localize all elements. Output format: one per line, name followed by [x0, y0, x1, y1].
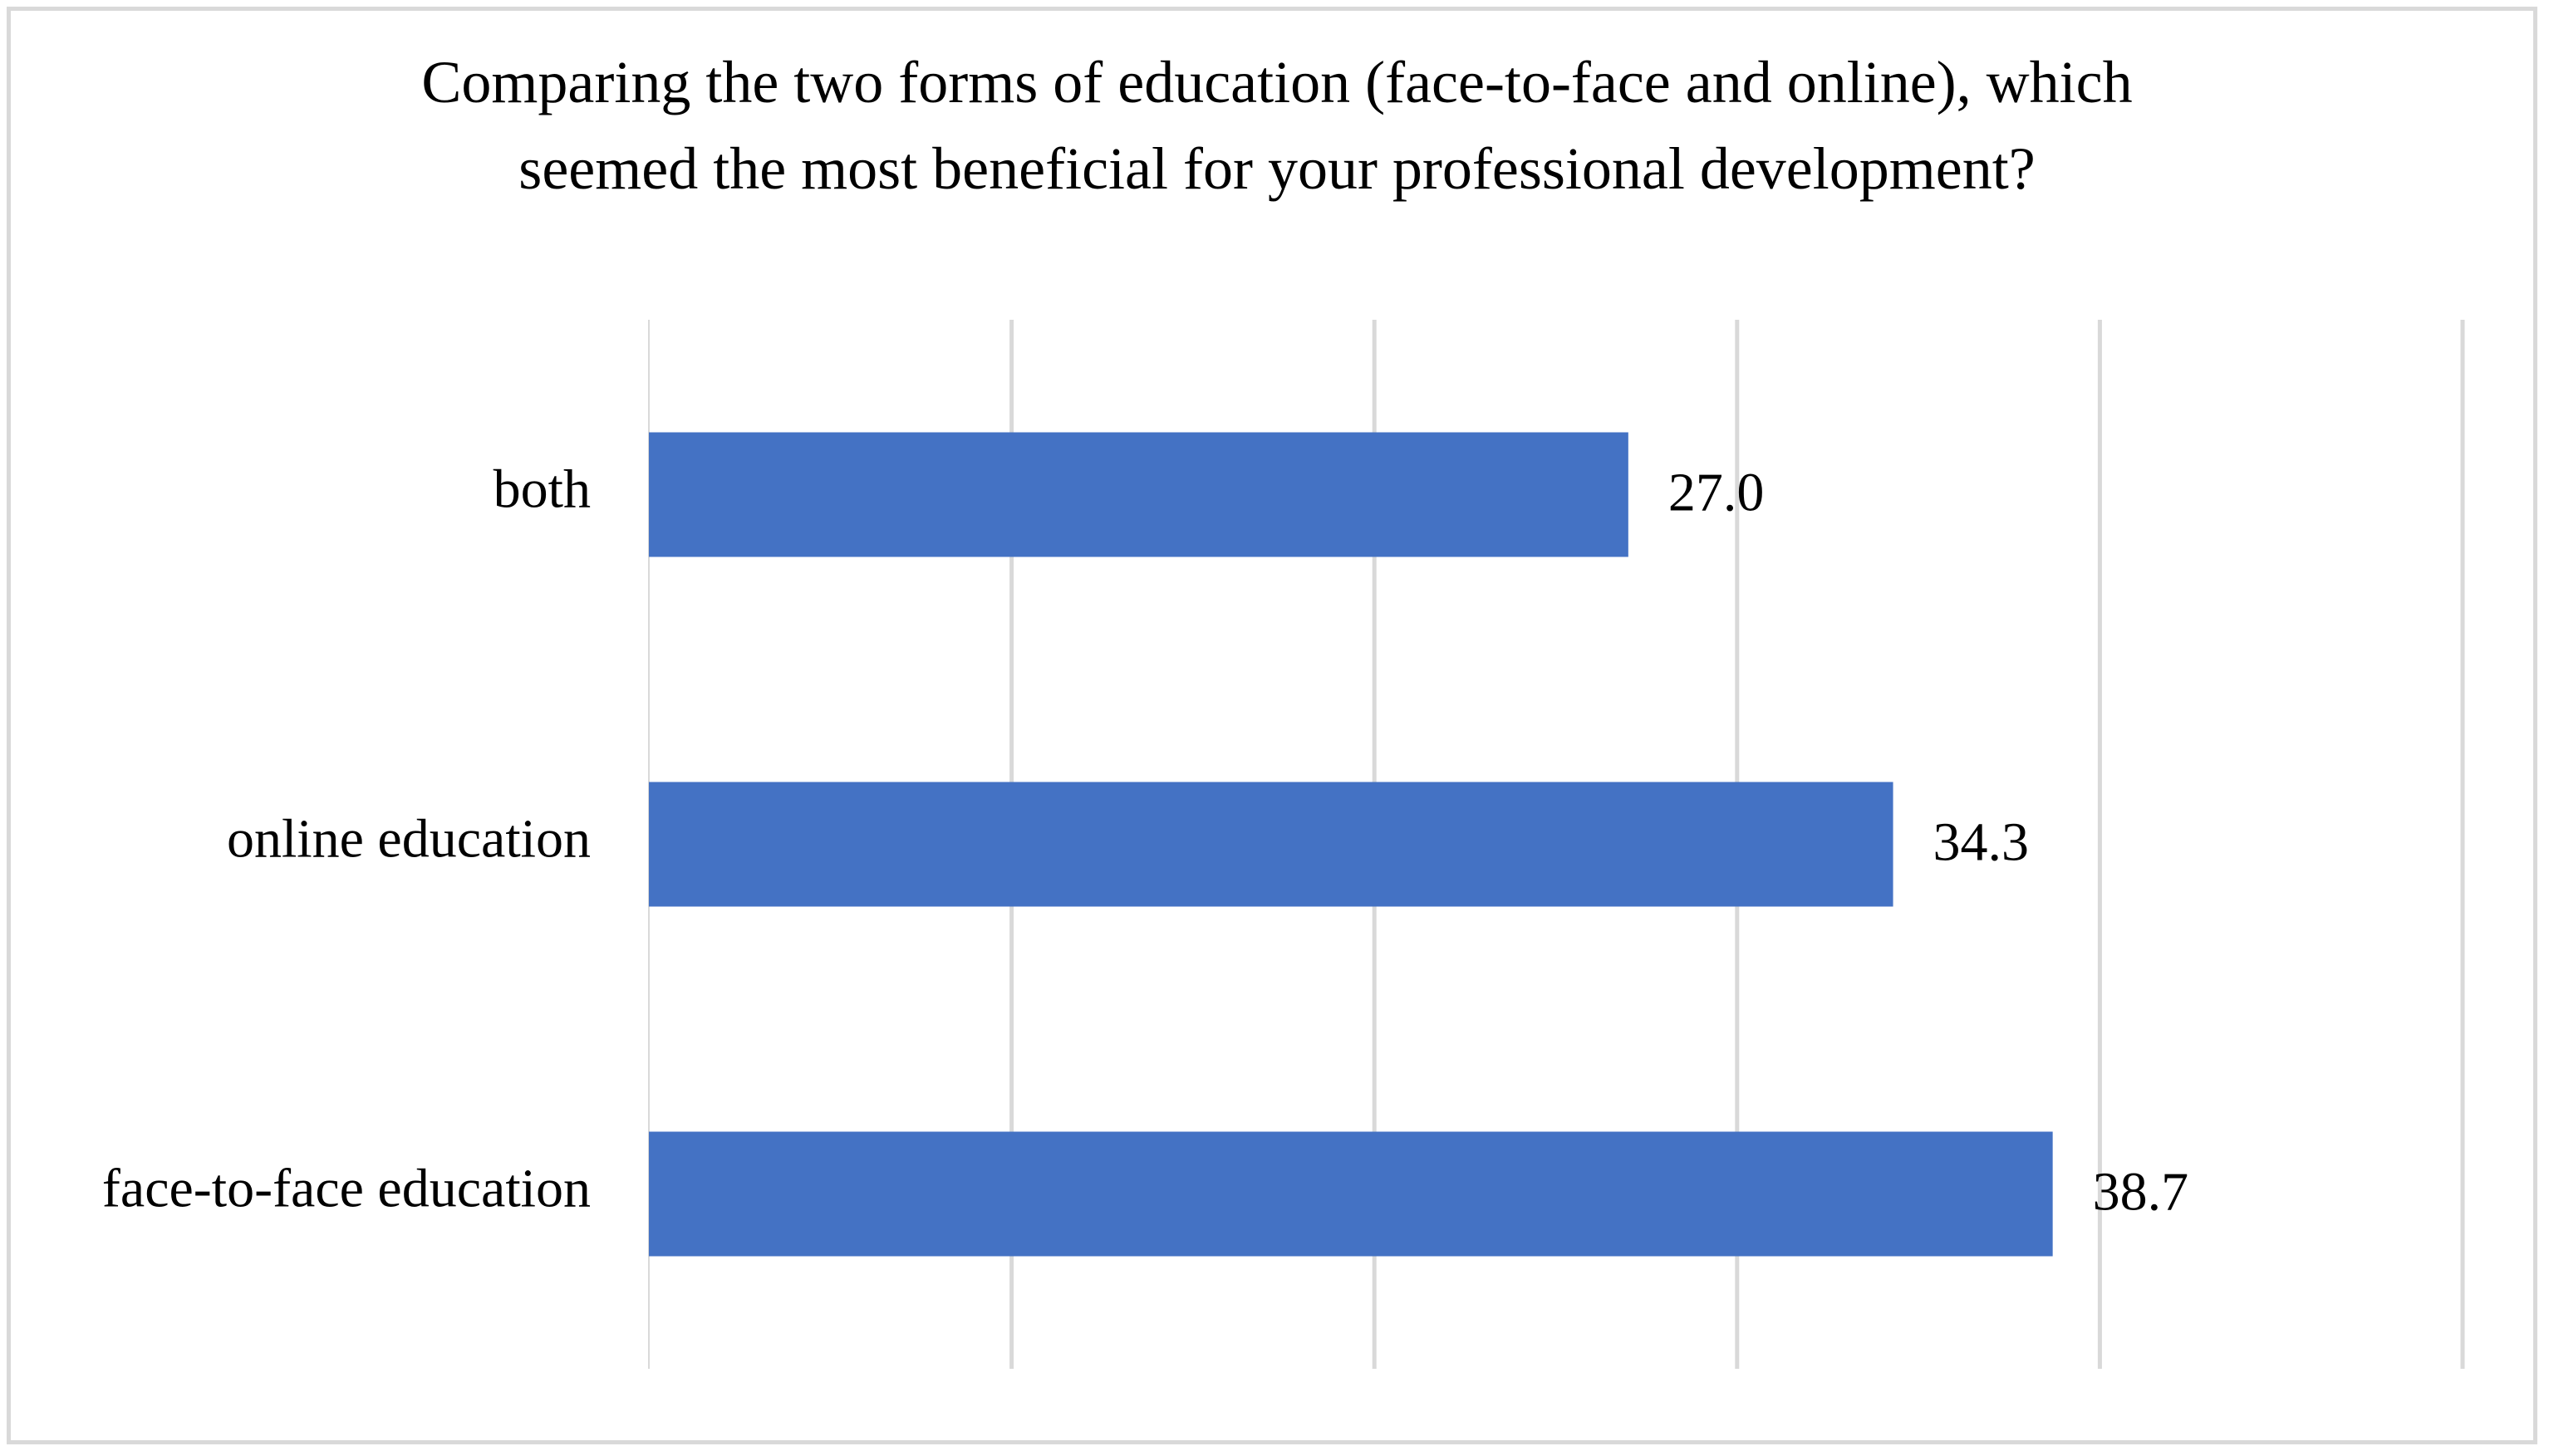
- chart-title-line-1: Comparing the two forms of education (fa…: [421, 49, 2133, 115]
- bar-online-education: [649, 782, 1893, 907]
- labels: both 27.0 online education 34.3 face-to-face…: [102, 459, 2188, 1223]
- chart-title: Comparing the two forms of education (fa…: [11, 39, 2543, 212]
- chart-title-line-2: seemed the most beneficial for your prof…: [518, 135, 2036, 202]
- category-label: face-to-face education: [102, 1159, 591, 1219]
- bar-both: [649, 432, 1628, 557]
- bar-face-to-face-education: [649, 1131, 2053, 1257]
- bars: [649, 432, 2053, 1257]
- category-label: online education: [227, 809, 591, 870]
- category-label: both: [494, 459, 591, 520]
- value-label: 38.7: [2093, 1162, 2189, 1223]
- value-label: 34.3: [1933, 812, 2030, 873]
- value-label: 27.0: [1668, 463, 1764, 523]
